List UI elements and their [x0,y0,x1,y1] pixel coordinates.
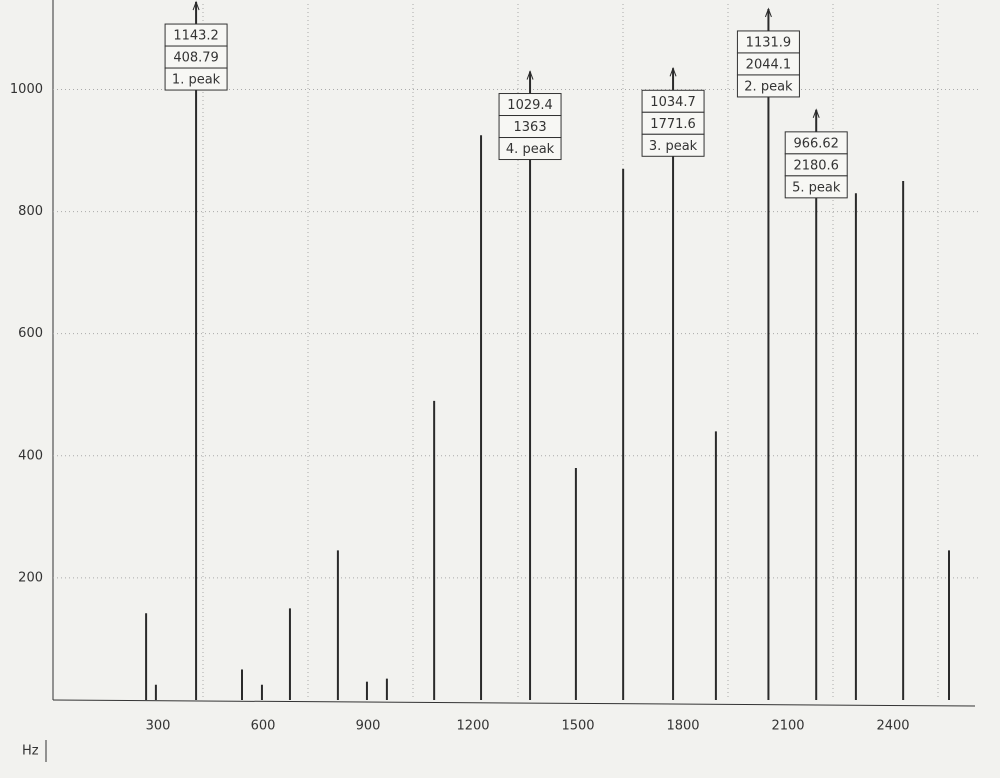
x-tick-label: 2400 [876,719,909,734]
peak-text: 966.62 [793,136,839,151]
y-tick-label: 600 [18,326,43,341]
peak-text: 1034.7 [650,95,696,110]
peak-arrow [669,66,677,77]
peak-text: 1. peak [172,73,221,88]
x-axis-label: Hz [22,744,39,759]
peak-text: 408.79 [173,51,219,66]
peak-box [164,67,228,91]
peak-box [784,175,848,199]
peak-box [641,133,705,157]
peak-text: 3. peak [649,139,698,154]
x-tick-label: 900 [356,719,381,734]
peak-text: 1131.9 [746,35,792,50]
peak-text: 1771.6 [650,117,696,132]
x-tick-label: 300 [146,719,171,734]
peak-text: 5. peak [792,180,841,195]
x-tick-label: 1800 [666,719,699,734]
x-tick-label: 1500 [561,719,594,734]
peak-box [736,74,800,98]
y-tick-label: 200 [18,570,43,585]
y-tick-label: 400 [18,448,43,463]
peak-text: 1029.4 [507,98,553,113]
peak-text: 1363 [514,120,547,135]
peak-text: 2044.1 [746,57,792,72]
peak-text: 2. peak [744,79,793,94]
peak-arrow [192,0,200,11]
peak-text: 1143.2 [173,29,219,44]
y-tick-label: 1000 [10,82,43,97]
x-tick-label: 2100 [771,719,804,734]
x-axis [52,699,976,707]
peak-box [498,137,562,161]
peak-arrow [812,108,820,119]
peak-text: 2180.6 [793,158,839,173]
x-tick-label: 600 [251,719,276,734]
y-tick-label: 800 [18,204,43,219]
peak-arrow [526,70,534,80]
peak-text: 4. peak [506,142,555,157]
x-tick-label: 1200 [456,719,489,734]
peak-arrow [764,7,772,18]
